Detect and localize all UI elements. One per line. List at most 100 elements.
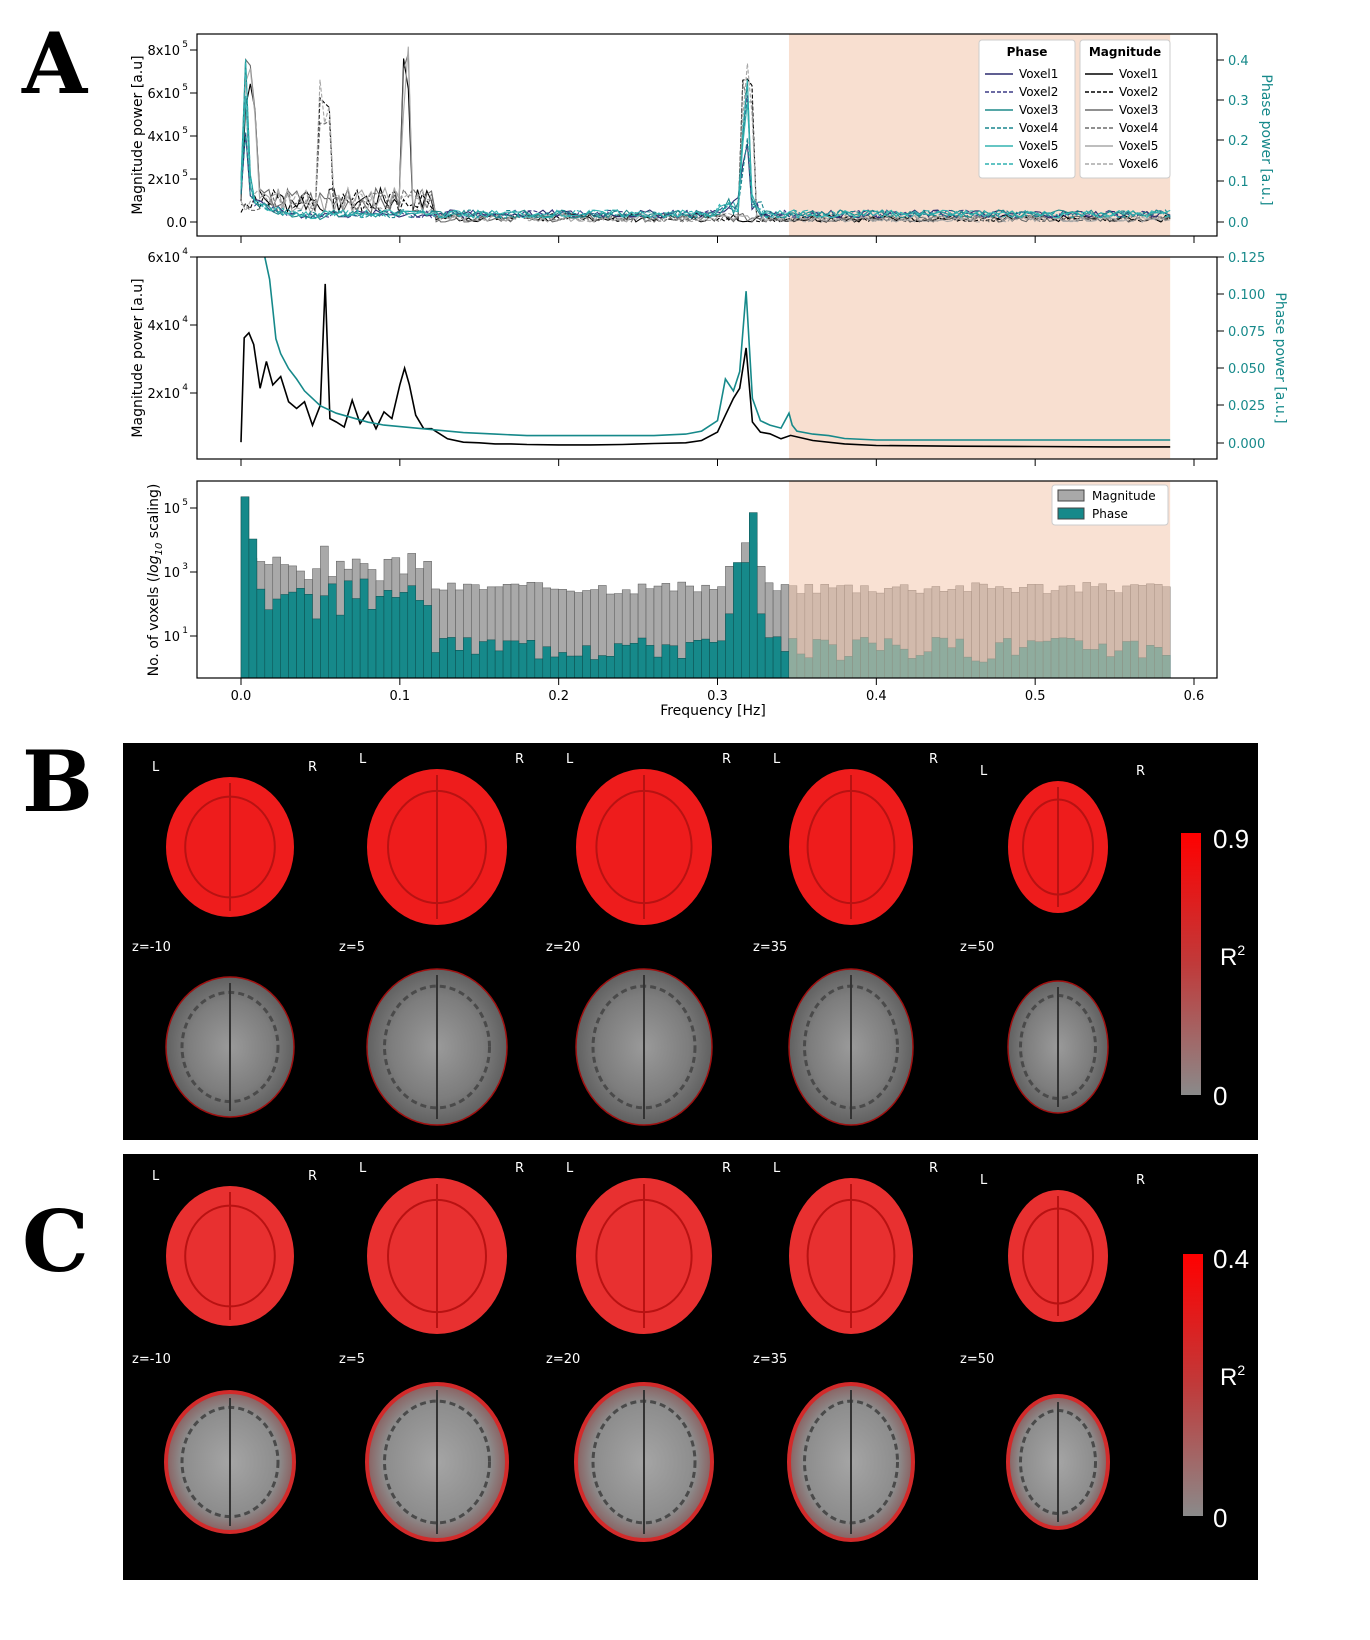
y-tick: 0.000: [1228, 437, 1265, 452]
phase-bar: [248, 538, 258, 679]
x-tick-label: 0.0: [231, 689, 252, 704]
left-marker: L: [359, 752, 367, 767]
bottom-ylabel: No. of voxels (log10 scaling): [146, 484, 165, 677]
right-marker: R: [308, 1169, 317, 1184]
phase-bar: [288, 591, 297, 679]
phase-bar: [455, 650, 464, 679]
mid-left-ylabel: Magnitude power [a.u]: [130, 278, 146, 437]
phase-bar: [526, 640, 536, 679]
left-marker: L: [152, 1169, 160, 1184]
phase-bar: [383, 590, 393, 679]
phase-bar: [637, 637, 647, 679]
phase-bar: [614, 643, 623, 679]
mean-spectrum-chart: 2x10 4 4x10 4 6x10 4 0.000 0.025 0.050 0.07…: [130, 247, 1288, 466]
phase-bar: [685, 642, 694, 679]
colorbar-c: [1183, 1254, 1203, 1516]
phase-bar: [359, 578, 369, 679]
y-tick-exp: 5: [182, 126, 188, 136]
shaded-region: [788, 257, 1171, 459]
mid-right-ylabel: Phase power [a.u.]: [1272, 292, 1288, 423]
left-y-ticks: 0.0 2x10 5 4x10 5 6x10 5 8x10 5: [147, 40, 197, 231]
phase-bar: [328, 583, 337, 679]
slice-labels: L Rz=-10 L Rz=5 L Rz=20 L Rz=35 L Rz=50: [132, 752, 1145, 955]
right-marker: R: [1136, 764, 1145, 779]
phase-bar: [629, 643, 639, 679]
z-label: z=35: [753, 940, 787, 955]
right-y-ticks: 0.000 0.025 0.050 0.075 0.100 0.125: [1217, 251, 1265, 452]
phase-bar: [645, 645, 655, 679]
right-marker: R: [722, 752, 731, 767]
legend-label: Voxel6: [1019, 157, 1058, 171]
y-tick-exp: 3: [182, 562, 188, 572]
x-ticks: [240, 236, 1195, 243]
plot-frame: [196, 480, 1218, 679]
colorbar-min: 0: [1213, 1503, 1227, 1533]
phase-bar: [717, 640, 726, 679]
y-tick-exp: 5: [182, 40, 188, 50]
legend-items: Voxel1 Voxel1 Voxel2 Voxel2 Voxel3 Voxel3 Voxe…: [985, 67, 1158, 171]
legend-label: Voxel3: [1019, 103, 1058, 117]
y-tick: 0.2: [1228, 134, 1249, 149]
legend-label: Voxel3: [1119, 103, 1158, 117]
colorbar-max: 0.4: [1213, 1244, 1249, 1274]
brain-panel-b: L Rz=-10 L Rz=5 L Rz=20 L Rz=35 L Rz=50 0.9 R2 0: [123, 743, 1258, 1140]
y-tick: 2x10: [147, 387, 180, 402]
phase-bar: [772, 636, 782, 679]
brain-gyri: [383, 984, 491, 1110]
legend-magnitude-title: Magnitude: [1089, 45, 1161, 59]
phase-bar: [280, 594, 289, 679]
top-left-ylabel: Magnitude power [a.u]: [130, 55, 146, 214]
y-tick: 0.1: [1228, 175, 1249, 190]
phase-bar: [240, 496, 250, 679]
phase-bar: [661, 644, 671, 679]
phase-bar: [264, 609, 274, 679]
y-tick: 0.075: [1228, 325, 1265, 340]
phase-bar: [471, 653, 480, 679]
z-label: z=35: [753, 1352, 787, 1367]
right-marker: R: [722, 1161, 731, 1176]
phase-bar: [407, 585, 416, 679]
phase-bar: [669, 645, 679, 679]
left-y-ticks: 2x10 4 4x10 4 6x10 4: [147, 247, 197, 402]
plot-frame: [196, 256, 1218, 460]
right-marker: R: [929, 752, 938, 767]
phase-bar: [375, 596, 385, 679]
legend-label: Voxel6: [1119, 157, 1158, 171]
y-tick-exp: 1: [182, 626, 188, 636]
y-tick: 6x10: [147, 251, 180, 266]
right-marker: R: [515, 1161, 524, 1176]
magnitude-line: [240, 283, 1171, 448]
phase-bar: [494, 650, 504, 679]
x-tick-label: 0.4: [866, 689, 887, 704]
bottom-legend: Magnitude Phase: [1051, 484, 1169, 526]
y-tick-exp: 5: [182, 83, 188, 93]
phase-bar: [749, 512, 758, 679]
left-marker: L: [566, 1161, 574, 1176]
phase-bar: [336, 614, 345, 679]
phase-bar: [534, 658, 544, 679]
phase-bar: [391, 597, 401, 679]
phase-bar: [764, 637, 774, 679]
right-marker: R: [1136, 1173, 1145, 1188]
left-marker: L: [773, 1161, 781, 1176]
z-label: z=5: [339, 1352, 365, 1367]
y-tick: 0.050: [1228, 362, 1265, 377]
phase-bar: [439, 638, 448, 679]
x-ticks: 0.0 0.1 0.2 0.3 0.4 0.5 0.6: [231, 678, 1204, 704]
x-tick-label: 0.5: [1025, 689, 1046, 704]
y-tick: 0.0: [166, 216, 187, 231]
y-tick: 0.3: [1228, 94, 1249, 109]
y-tick-exp: 4: [182, 383, 188, 393]
phase-bar: [542, 646, 551, 679]
y-tick: 0.4: [1228, 54, 1249, 69]
phase-bar: [312, 618, 321, 679]
phase-bar: [486, 639, 496, 679]
top-right-ylabel: Phase power [a.u.]: [1258, 74, 1274, 205]
plot-frame: [196, 33, 1218, 237]
y-tick: 0.100: [1228, 288, 1265, 303]
phase-bar: [510, 640, 520, 679]
z-label: z=50: [960, 940, 994, 955]
phase-bar: [367, 608, 377, 679]
phase-bar: [256, 588, 266, 679]
